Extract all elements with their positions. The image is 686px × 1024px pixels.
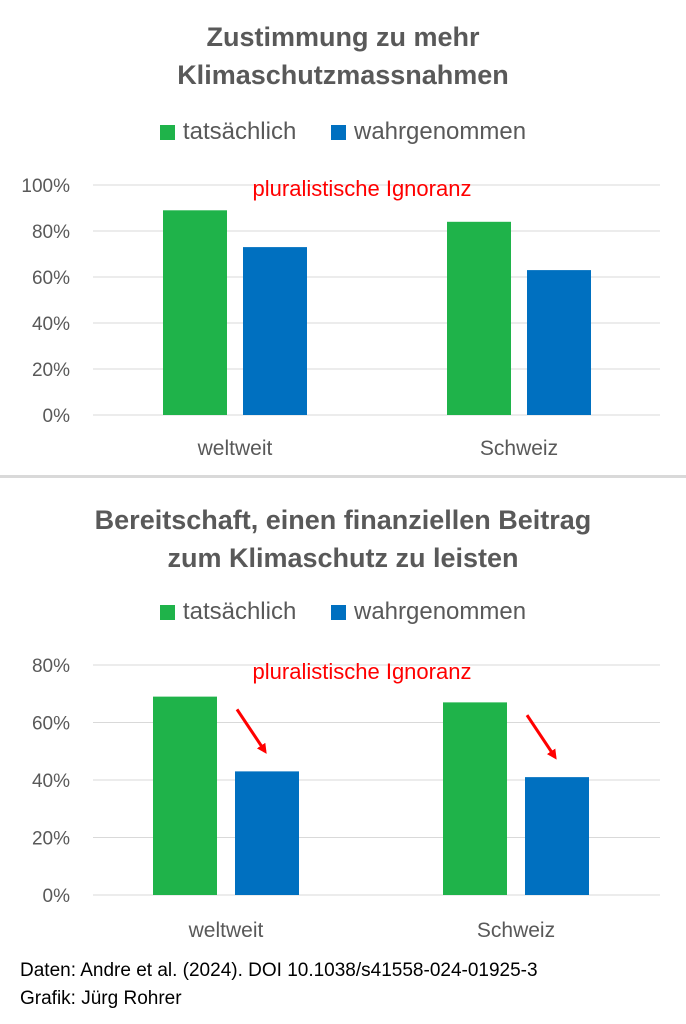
y-tick-label: 0% xyxy=(43,406,71,427)
annotation-arrow xyxy=(235,708,267,754)
legend-label-perceived: wahrgenommen xyxy=(353,118,527,145)
chart-footer: Daten: Andre et al. (2024). DOI 10.1038/… xyxy=(20,957,538,1013)
chart-title: Bereitschaft, einen finanziellen Beitrag… xyxy=(0,501,686,577)
annotation-arrow xyxy=(525,714,557,760)
x-category-label: Schweiz xyxy=(477,919,555,942)
chart-title: Zustimmung zu mehr Klimaschutzmassnahmen xyxy=(0,18,686,94)
legend-item-actual: tatsächlich xyxy=(159,598,297,626)
y-tick-label: 20% xyxy=(32,829,70,850)
legend-label-actual: tatsächlich xyxy=(182,598,297,625)
graphic-credit: Grafik: Jürg Rohrer xyxy=(20,988,182,1009)
bar-perceived-0 xyxy=(235,771,299,895)
bar-actual-1 xyxy=(447,221,511,415)
y-tick-label: 100% xyxy=(21,176,70,197)
annotation-pluralistic-ignorance: pluralistische Ignoranz xyxy=(253,659,472,684)
y-tick-label: 80% xyxy=(32,222,70,243)
y-tick-label: 80% xyxy=(32,656,70,677)
chart-panel-approval: Zustimmung zu mehr Klimaschutzmassnahmen… xyxy=(0,0,686,478)
chart-legend: tatsächlich wahrgenommen xyxy=(0,598,686,627)
y-tick-label: 60% xyxy=(32,268,70,289)
chart-legend: tatsächlich wahrgenommen xyxy=(0,118,686,147)
chart-title-line-2: Klimaschutzmassnahmen xyxy=(177,60,509,90)
legend-item-perceived: wahrgenommen xyxy=(330,598,527,626)
legend-swatch-perceived xyxy=(330,604,346,620)
chart-panel-financial-contribution: Bereitschaft, einen finanziellen Beitrag… xyxy=(0,481,686,942)
y-tick-label: 0% xyxy=(43,886,71,907)
x-category-label: weltweit xyxy=(188,919,264,942)
x-category-label: weltweit xyxy=(197,437,273,460)
bar-perceived-1 xyxy=(525,777,589,895)
y-tick-label: 40% xyxy=(32,314,70,335)
legend-item-perceived: wahrgenommen xyxy=(330,118,527,146)
annotation-pluralistic-ignorance: pluralistische Ignoranz xyxy=(253,176,472,201)
legend-label-actual: tatsächlich xyxy=(182,118,297,145)
x-category-label: Schweiz xyxy=(480,437,558,460)
bar-chart-approval: 0% 20% 40% 60% 80% 100% weltweit Schweiz plurali… xyxy=(21,176,660,460)
chart-title-line-1: Zustimmung zu mehr xyxy=(206,22,480,52)
data-source-note: Daten: Andre et al. (2024). DOI 10.1038/… xyxy=(20,960,538,981)
chart-title-line-1: Bereitschaft, einen finanziellen Beitrag xyxy=(94,505,592,535)
bar-perceived-0 xyxy=(243,247,307,415)
y-tick-label: 20% xyxy=(32,360,70,381)
legend-swatch-actual xyxy=(159,124,175,140)
legend-label-perceived: wahrgenommen xyxy=(353,598,527,625)
bar-actual-1 xyxy=(443,702,507,895)
legend-swatch-perceived xyxy=(330,124,346,140)
y-tick-label: 40% xyxy=(32,771,70,792)
legend-item-actual: tatsächlich xyxy=(159,118,297,146)
y-tick-label: 60% xyxy=(32,714,70,735)
chart-title-line-2: zum Klimaschutz zu leisten xyxy=(167,543,519,573)
bar-perceived-1 xyxy=(527,270,591,415)
legend-swatch-actual xyxy=(159,604,175,620)
bar-actual-0 xyxy=(163,210,227,415)
bar-actual-0 xyxy=(153,696,217,895)
bar-chart-financial-contribution: 0% 20% 40% 60% 80% weltweit Schweiz pluralistis… xyxy=(32,656,660,942)
